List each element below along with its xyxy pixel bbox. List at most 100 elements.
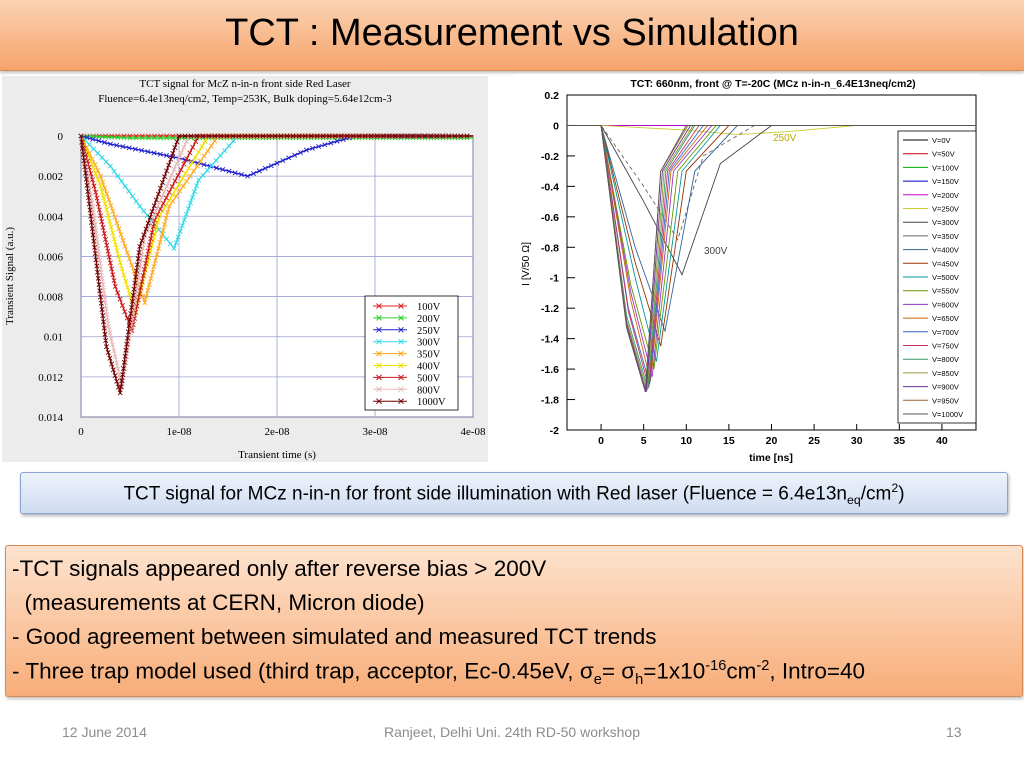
y-tick-label: -1.4 <box>541 334 559 346</box>
x-tick-label: 1e-08 <box>166 426 192 438</box>
legend-label: V=300V <box>932 218 959 227</box>
legend-marker <box>376 303 404 309</box>
x-axis-label: Transient time (s) <box>238 449 316 461</box>
legend-label: V=550V <box>932 287 959 296</box>
note-line-4: - Three trap model used (third trap, acc… <box>12 658 866 688</box>
legend-label: V=950V <box>932 396 959 405</box>
y-tick-label: 0.012 <box>38 372 63 384</box>
legend-label: 100V <box>417 302 441 313</box>
legend-label: V=500V <box>932 273 959 282</box>
simulation-plot: TCT: 660nm, front @ T=-20C (MCz n-in-n_6… <box>515 74 980 466</box>
legend-label: V=700V <box>932 328 959 337</box>
legend-label: V=250V <box>932 205 959 214</box>
legend-label: V=400V <box>932 246 959 255</box>
y-tick-label: 0.002 <box>38 171 63 183</box>
chart-title: TCT: 660nm, front @ T=-20C (MCz n-in-n_6… <box>630 78 915 90</box>
y-tick-label: -1.8 <box>541 395 559 407</box>
x-tick-label: 40 <box>936 435 948 447</box>
legend-label: V=750V <box>932 342 959 351</box>
x-axis-label: time [ns] <box>749 452 793 464</box>
annotation-label: 250V <box>773 133 797 144</box>
legend-label: V=200V <box>932 191 959 200</box>
legend-label: V=350V <box>932 232 959 241</box>
legend-label: V=650V <box>932 314 959 323</box>
legend-label: V=450V <box>932 259 959 268</box>
note-line-3: - Good agreement between simulated and m… <box>12 624 657 649</box>
chart-title: TCT signal for McZ n-in-n front side Red… <box>139 78 351 90</box>
legend-label: V=800V <box>932 355 959 364</box>
footer-page-number: 13 <box>946 724 962 740</box>
notes-box: -TCT signals appeared only after reverse… <box>5 545 1023 697</box>
series-line-V=1000V <box>567 125 976 393</box>
legend-label: V=150V <box>932 177 959 186</box>
y-tick-label: 0.014 <box>38 412 63 424</box>
simulation-chart-svg: TCT: 660nm, front @ T=-20C (MCz n-in-n_6… <box>520 78 977 464</box>
x-tick-label: 20 <box>766 435 778 447</box>
y-tick-label: -2 <box>550 425 559 437</box>
legend-label: V=100V <box>932 163 959 172</box>
legend-marker <box>376 374 404 381</box>
y-tick-label: -0.4 <box>541 181 559 193</box>
x-tick-label: 0 <box>598 435 604 447</box>
legend-label: 250V <box>417 326 441 337</box>
legend-marker <box>376 362 404 369</box>
y-tick-label: -1.2 <box>541 303 559 315</box>
legend-marker <box>376 398 404 405</box>
legend-label: V=900V <box>932 383 959 392</box>
y-tick-label: 0.006 <box>38 251 63 263</box>
legend-label: 350V <box>417 350 441 361</box>
slide-title: TCT : Measurement vs Simulation <box>225 12 799 54</box>
x-tick-label: 25 <box>808 435 820 447</box>
y-tick-label: 0 <box>58 131 64 143</box>
y-tick-label: 0.2 <box>544 90 559 102</box>
x-tick-label: 5 <box>641 435 647 447</box>
x-tick-label: 2e-08 <box>264 426 290 438</box>
legend-label: V=50V <box>932 150 955 159</box>
caption-text: TCT signal for MCz n-in-n for front side… <box>123 481 905 508</box>
series-group <box>567 125 976 393</box>
note-line-2: (measurements at CERN, Micron diode) <box>12 590 425 615</box>
annotation-label: 300V <box>704 246 728 257</box>
x-tick-label: 30 <box>851 435 863 447</box>
x-tick-label: 0 <box>78 426 84 438</box>
y-tick-label: -1.6 <box>541 364 559 376</box>
y-tick-label: 0.01 <box>44 332 63 344</box>
legend-label: 200V <box>417 314 441 325</box>
legend-label: V=850V <box>932 369 959 378</box>
measurement-chart-svg: TCT signal for McZ n-in-n front side Red… <box>4 78 486 461</box>
y-tick-label: -0.2 <box>541 151 559 163</box>
x-tick-label: 15 <box>723 435 735 447</box>
y-tick-label: 0 <box>553 120 559 132</box>
legend-label: 800V <box>417 385 441 396</box>
title-bar: TCT : Measurement vs Simulation <box>0 0 1024 71</box>
y-tick-label: 0.008 <box>38 292 63 304</box>
x-tick-label: 10 <box>680 435 692 447</box>
footer-date: 12 June 2014 <box>62 724 147 740</box>
y-tick-label: -1 <box>550 273 559 285</box>
legend-label: V=0V <box>932 136 951 145</box>
y-tick-label: -0.6 <box>541 212 559 224</box>
footer-center: Ranjeet, Delhi Uni. 24th RD-50 workshop <box>383 724 640 740</box>
caption-box: TCT signal for MCz n-in-n for front side… <box>20 472 1008 514</box>
legend-label: V=1000V <box>932 410 963 419</box>
measurement-plot: TCT signal for McZ n-in-n front side Red… <box>2 76 488 462</box>
series-markers-1000V <box>78 133 470 396</box>
legend-marker <box>376 315 404 321</box>
legend-marker <box>376 386 404 393</box>
x-tick-label: 35 <box>893 435 905 447</box>
legend-marker <box>376 338 404 345</box>
chart-subtitle: Fluence=6.4e13neq/cm2, Temp=253K, Bulk d… <box>98 93 392 105</box>
legend-marker <box>376 326 404 333</box>
y-axis-label: I [V/50 Ω] <box>520 242 532 286</box>
legend-label: V=600V <box>932 300 959 309</box>
note-line-1: -TCT signals appeared only after reverse… <box>12 556 547 581</box>
legend-label: 1000V <box>417 397 446 408</box>
x-tick-label: 4e-08 <box>460 426 486 438</box>
y-axis-label: Transient Signal (a.u.) <box>4 227 16 325</box>
series-group <box>78 133 473 396</box>
y-tick-label: 0.004 <box>38 211 63 223</box>
legend-marker <box>376 350 404 357</box>
y-tick-label: -0.8 <box>541 242 559 254</box>
legend-label: 500V <box>417 373 441 384</box>
legend-label: 400V <box>417 362 441 373</box>
